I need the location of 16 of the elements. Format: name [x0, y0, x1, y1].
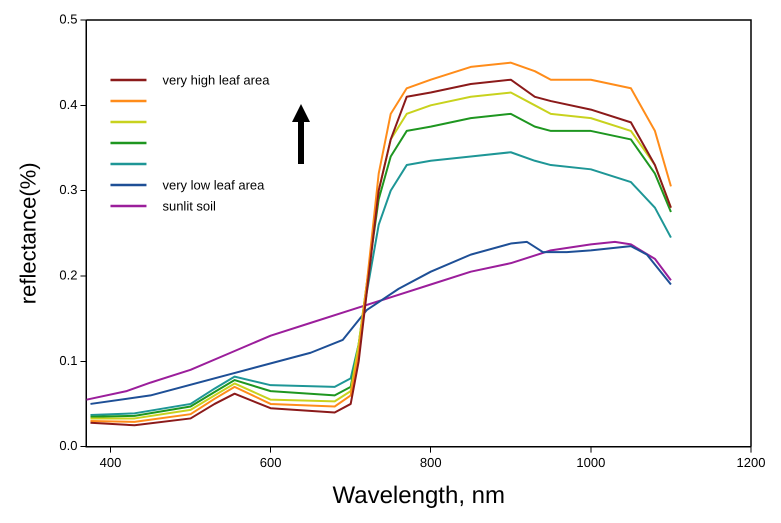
y-tick-label: 0.0: [59, 438, 78, 454]
legend-label: sunlit soil: [162, 198, 216, 214]
x-tick-label: 1000: [576, 454, 606, 470]
legend-label: very high leaf area: [162, 72, 270, 88]
y-tick-label: 0.5: [59, 12, 78, 27]
x-tick-label: 800: [420, 454, 442, 470]
x-tick-label: 400: [100, 454, 122, 470]
y-tick-label: 0.4: [59, 96, 78, 112]
x-tick-label: 600: [260, 454, 282, 470]
y-axis-title: reflectance(%): [15, 162, 40, 304]
y-tick-label: 0.2: [59, 268, 78, 283]
legend-label: very low leaf area: [162, 178, 266, 193]
x-axis-title: Wavelength, nm: [332, 482, 505, 510]
y-tick-label: 0.1: [59, 352, 78, 368]
x-tick-label: 1200: [736, 454, 766, 470]
y-tick-label: 0.3: [59, 182, 78, 198]
